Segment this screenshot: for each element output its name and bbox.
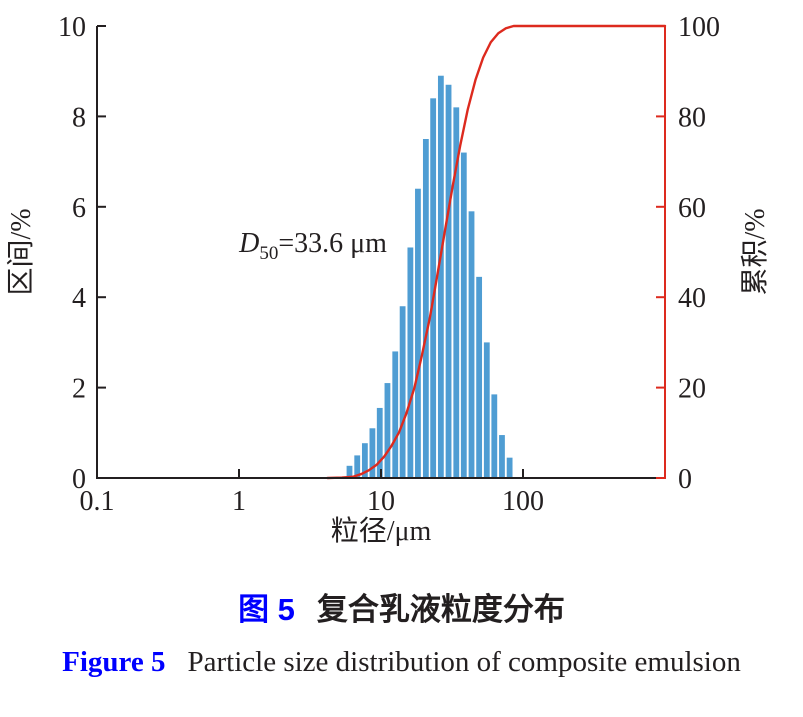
left-axis-tick-label: 4 [72, 283, 86, 314]
caption-english: Figure 5 Particle size distribution of co… [0, 646, 803, 679]
left-axis-tick-label: 10 [58, 12, 86, 43]
left-axis-tick-label: 2 [72, 374, 86, 405]
histogram-bar [361, 443, 368, 478]
histogram-bar [468, 211, 475, 478]
x-axis-tick-label: 1 [232, 486, 246, 517]
histogram-bar [384, 383, 391, 478]
right-axis-tick-label: 80 [678, 102, 706, 133]
right-axis-tick-label: 20 [678, 374, 706, 405]
right-axis-tick-label: 40 [678, 283, 706, 314]
histogram-bar [392, 351, 399, 478]
left-axis-tick-label: 8 [72, 102, 86, 133]
chart-area: 0 2 4 6 8 10 0 20 40 60 80 100 0.1 1 10 100 粒径/μm 区间/% 累积/… [5, 12, 771, 547]
right-axis-title: 累积/% [740, 208, 771, 295]
histogram-bar [460, 152, 467, 478]
histogram-bar [422, 139, 429, 478]
histogram-bar [437, 75, 444, 478]
x-axis-tick-label: 10 [367, 486, 395, 517]
histogram-bar [376, 407, 383, 478]
histogram-bar [453, 107, 460, 479]
caption-chinese: 图 5 复合乳液粒度分布 [0, 584, 803, 629]
d50-annotation: D50=33.6 μm [238, 228, 387, 264]
right-axis-tick-label: 0 [678, 464, 692, 495]
histogram-bar [491, 394, 498, 478]
right-axis-tick-label: 60 [678, 193, 706, 224]
histogram-bar [346, 465, 353, 478]
histogram-bar [354, 455, 361, 478]
right-axis-tick-label: 100 [678, 12, 720, 43]
caption-en-figure-label: Figure 5 [62, 646, 166, 678]
histogram-bar [407, 247, 414, 478]
histogram-bar [499, 435, 505, 478]
cumulative-curve [326, 24, 667, 480]
histogram-bar [506, 457, 513, 478]
left-axis-tick-label: 6 [72, 193, 86, 224]
histogram-bar [399, 306, 406, 478]
histogram-bar [369, 428, 376, 478]
histogram-bar [430, 98, 437, 478]
x-axis-tick-label: 100 [502, 486, 544, 517]
caption-cn-figure-label: 图 5 [238, 592, 295, 627]
histogram-bar [483, 342, 490, 478]
left-axis-title: 区间/% [5, 208, 37, 295]
x-axis-title: 粒径/μm [331, 515, 432, 547]
caption-en-text: Particle size distribution of composite … [187, 646, 741, 678]
histogram-bar [415, 188, 421, 478]
histogram-bar [476, 276, 483, 478]
histogram-bar [445, 84, 452, 478]
x-axis-tick-label: 0.1 [80, 486, 115, 517]
caption-cn-text: 复合乳液粒度分布 [316, 592, 565, 627]
left-axis-tick-label: 0 [72, 464, 86, 495]
